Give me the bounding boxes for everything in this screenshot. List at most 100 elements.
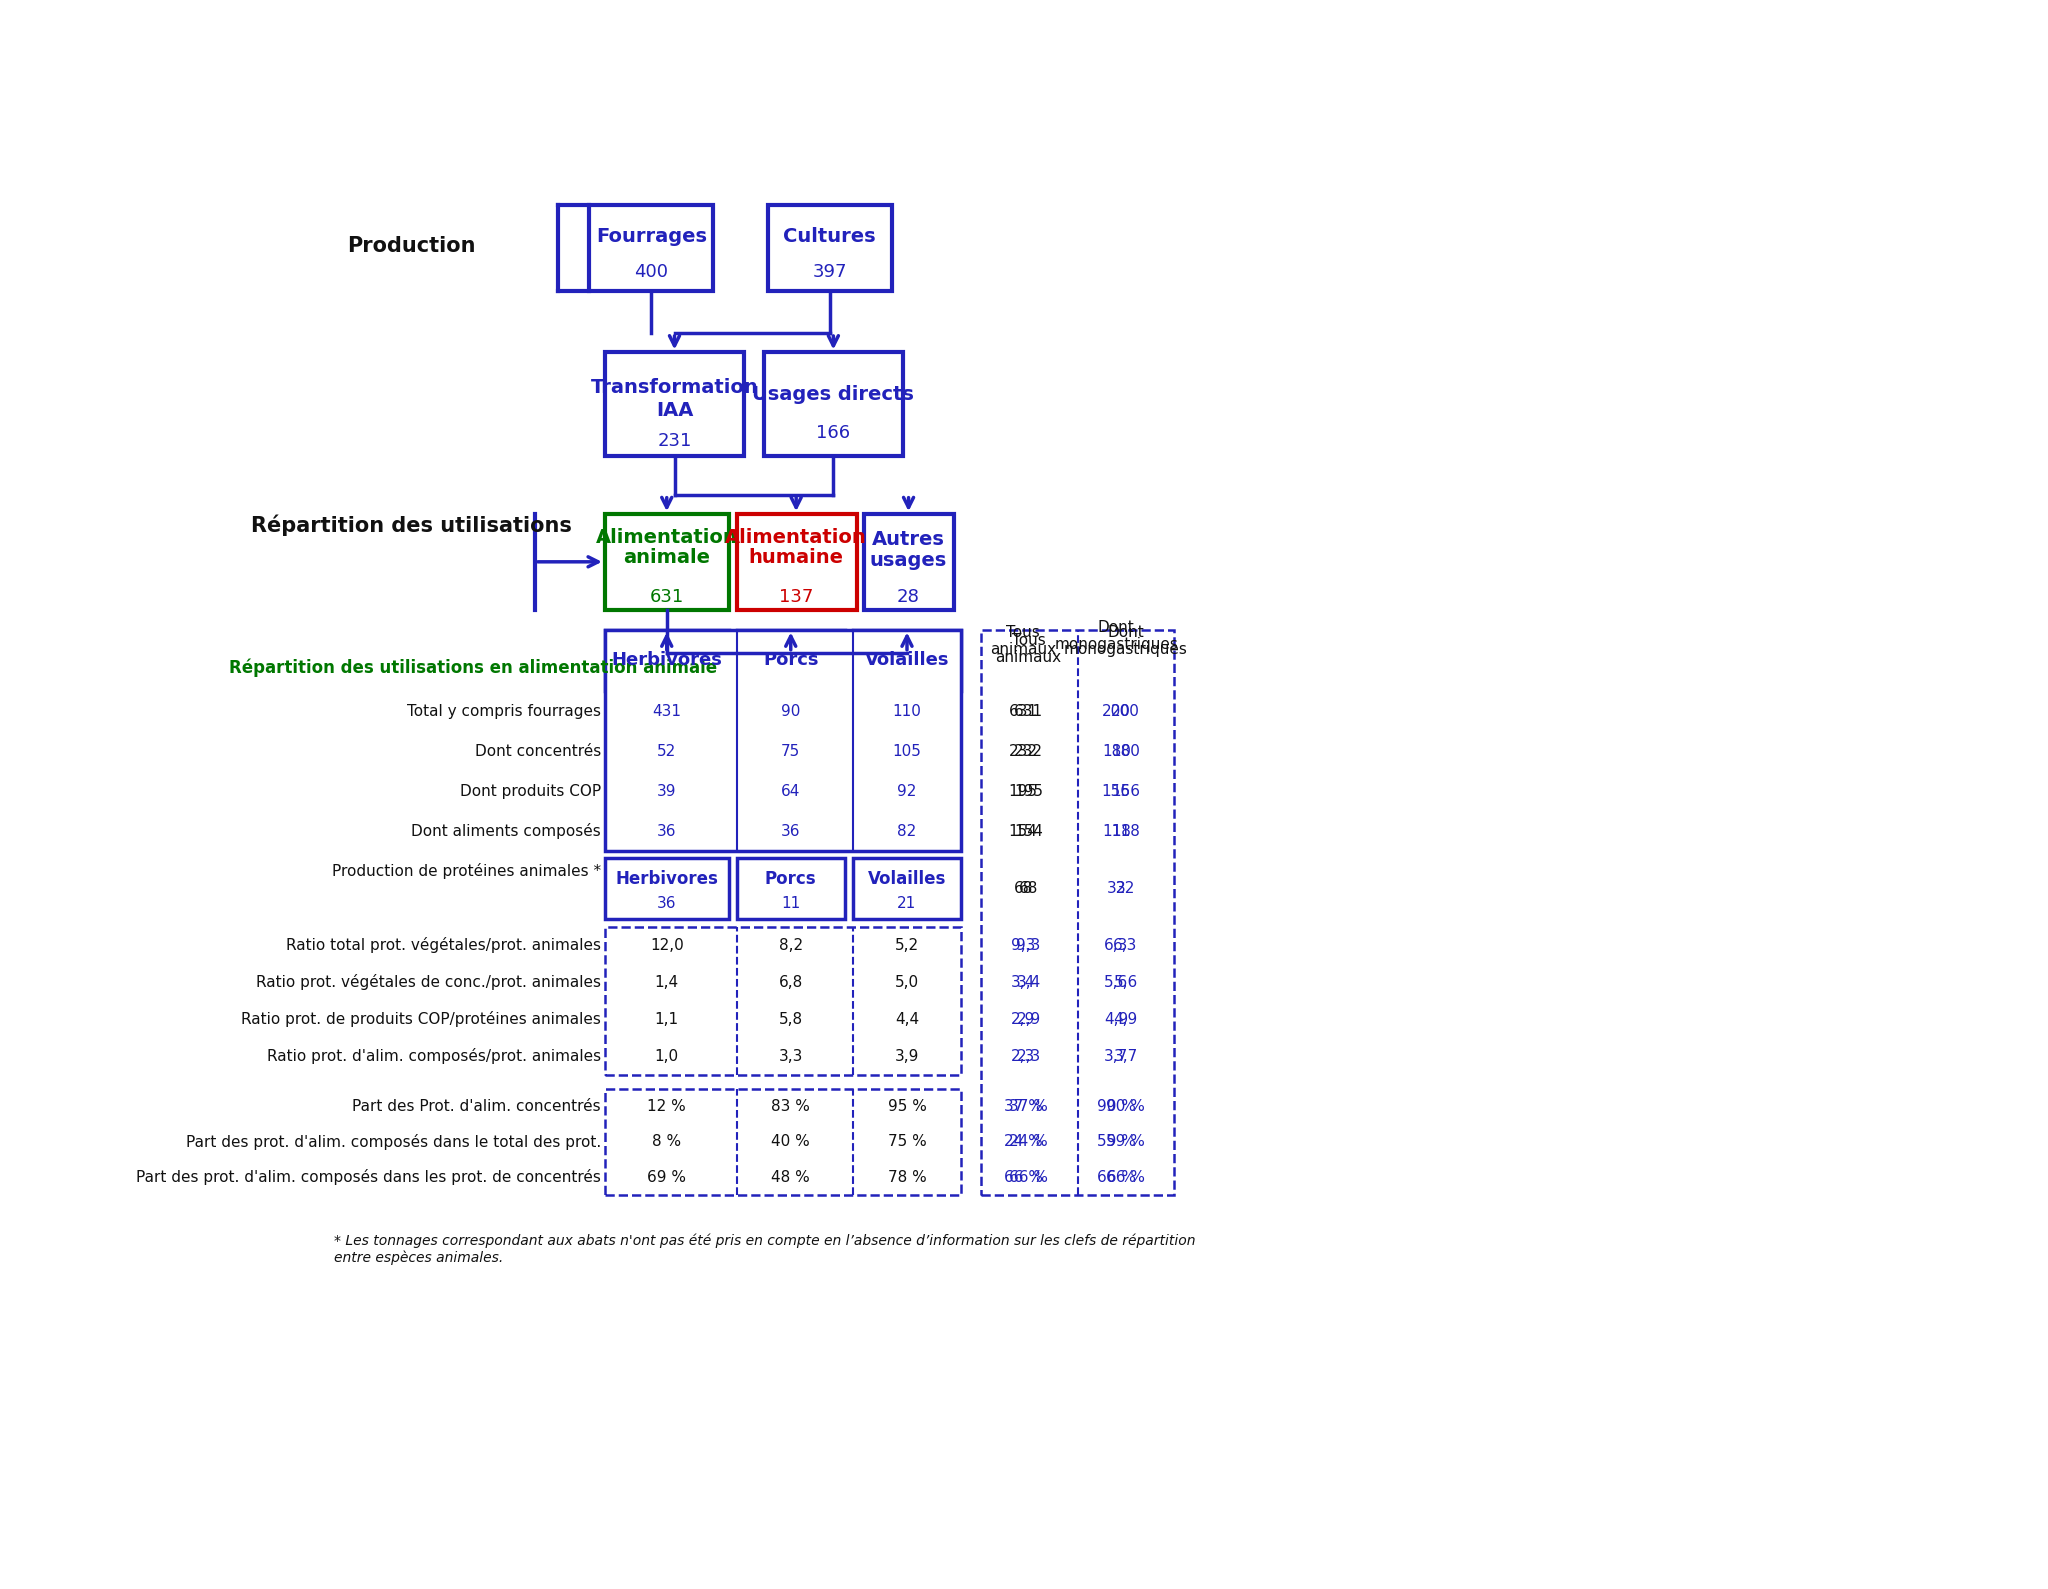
Text: 2,3: 2,3 bbox=[1016, 1049, 1040, 1063]
Text: 180: 180 bbox=[1112, 744, 1141, 758]
Text: 397: 397 bbox=[813, 262, 846, 281]
Text: usages: usages bbox=[870, 551, 946, 570]
Text: Ratio total prot. végétales/prot. animales: Ratio total prot. végétales/prot. animal… bbox=[287, 938, 600, 953]
Text: 431: 431 bbox=[651, 704, 682, 718]
Text: humaine: humaine bbox=[750, 548, 844, 567]
Bar bbox=[852, 858, 961, 918]
Text: 5,6: 5,6 bbox=[1104, 974, 1128, 990]
Text: Transformation: Transformation bbox=[590, 378, 758, 397]
Text: 2,9: 2,9 bbox=[1012, 1012, 1036, 1026]
Text: 66 %: 66 % bbox=[1004, 1170, 1042, 1184]
Text: Dont produits COP: Dont produits COP bbox=[459, 783, 600, 799]
Text: Part des Prot. d'alim. concentrés: Part des Prot. d'alim. concentrés bbox=[352, 1098, 600, 1114]
Text: Dont aliments composés: Dont aliments composés bbox=[412, 823, 600, 839]
Text: 6,8: 6,8 bbox=[778, 974, 803, 990]
Text: Herbivores: Herbivores bbox=[610, 650, 723, 669]
Bar bbox=[604, 353, 743, 456]
Text: 4,4: 4,4 bbox=[895, 1012, 920, 1026]
Text: 1,0: 1,0 bbox=[655, 1049, 678, 1063]
Text: 8,2: 8,2 bbox=[778, 938, 803, 953]
Text: Fourrages: Fourrages bbox=[596, 227, 707, 246]
Text: animale: animale bbox=[623, 548, 711, 567]
Text: 118: 118 bbox=[1102, 823, 1130, 839]
Text: 118: 118 bbox=[1112, 823, 1141, 839]
Text: Volailles: Volailles bbox=[868, 871, 946, 888]
Text: 90 %: 90 % bbox=[1106, 1098, 1145, 1114]
Text: 154: 154 bbox=[1014, 823, 1042, 839]
Text: 137: 137 bbox=[778, 588, 813, 607]
Text: 3,7: 3,7 bbox=[1104, 1049, 1128, 1063]
Text: 12 %: 12 % bbox=[647, 1098, 686, 1114]
Text: 24 %: 24 % bbox=[1004, 1135, 1042, 1149]
Text: 3,3: 3,3 bbox=[778, 1049, 803, 1063]
Text: 37 %: 37 % bbox=[1004, 1098, 1042, 1114]
Text: 2,9: 2,9 bbox=[1016, 1012, 1040, 1026]
Text: 82: 82 bbox=[897, 823, 918, 839]
Bar bbox=[737, 629, 846, 691]
Text: Porcs: Porcs bbox=[764, 650, 819, 669]
Text: Part des prot. d'alim. composés dans le total des prot.: Part des prot. d'alim. composés dans le … bbox=[186, 1133, 600, 1149]
Text: 36: 36 bbox=[780, 823, 801, 839]
Text: 39: 39 bbox=[657, 783, 676, 799]
Text: 9,3: 9,3 bbox=[1016, 938, 1040, 953]
Text: 83 %: 83 % bbox=[772, 1098, 811, 1114]
Text: Production: Production bbox=[346, 237, 475, 256]
Text: 195: 195 bbox=[1014, 783, 1042, 799]
Text: 156: 156 bbox=[1112, 783, 1141, 799]
Text: 90 %: 90 % bbox=[1098, 1098, 1137, 1114]
Text: Dont concentrés: Dont concentrés bbox=[475, 744, 600, 758]
Text: Volailles: Volailles bbox=[864, 650, 950, 669]
Text: 110: 110 bbox=[893, 704, 922, 718]
Text: Autres: Autres bbox=[872, 531, 944, 548]
Text: 48 %: 48 % bbox=[772, 1170, 811, 1184]
Text: 3,4: 3,4 bbox=[1016, 974, 1040, 990]
Bar bbox=[604, 1088, 961, 1195]
Bar bbox=[604, 858, 729, 918]
Text: 78 %: 78 % bbox=[887, 1170, 926, 1184]
Text: 59 %: 59 % bbox=[1098, 1135, 1137, 1149]
Text: Usages directs: Usages directs bbox=[752, 385, 913, 404]
Bar bbox=[590, 205, 713, 291]
Text: 64: 64 bbox=[780, 783, 801, 799]
Text: 66 %: 66 % bbox=[1106, 1170, 1145, 1184]
Text: Cultures: Cultures bbox=[782, 227, 877, 246]
Text: 12,0: 12,0 bbox=[649, 938, 684, 953]
Text: 9,3: 9,3 bbox=[1012, 938, 1036, 953]
Text: * Les tonnages correspondant aux abats n'ont pas été pris en compte en l’absence: * Les tonnages correspondant aux abats n… bbox=[334, 1233, 1194, 1265]
Text: 90: 90 bbox=[780, 704, 801, 718]
Text: 231: 231 bbox=[657, 432, 692, 450]
Text: 40 %: 40 % bbox=[772, 1135, 811, 1149]
Text: Production de protéines animales *: Production de protéines animales * bbox=[332, 863, 600, 879]
Text: 92: 92 bbox=[897, 783, 918, 799]
Bar bbox=[604, 515, 729, 610]
Text: Total y compris fourrages: Total y compris fourrages bbox=[408, 704, 600, 718]
Text: 1,4: 1,4 bbox=[655, 974, 678, 990]
Text: 156: 156 bbox=[1102, 783, 1130, 799]
Text: 36: 36 bbox=[657, 896, 676, 910]
Text: 69 %: 69 % bbox=[647, 1170, 686, 1184]
Text: 4,9: 4,9 bbox=[1104, 1012, 1128, 1026]
Text: Tous
animaux: Tous animaux bbox=[995, 632, 1061, 666]
Text: 52: 52 bbox=[657, 744, 676, 758]
Text: 631: 631 bbox=[1010, 704, 1038, 718]
Text: 180: 180 bbox=[1102, 744, 1130, 758]
Text: 21: 21 bbox=[897, 896, 918, 910]
Text: 75: 75 bbox=[780, 744, 801, 758]
Text: 37 %: 37 % bbox=[1010, 1098, 1049, 1114]
Text: Ratio prot. végétales de conc./prot. animales: Ratio prot. végétales de conc./prot. ani… bbox=[256, 974, 600, 990]
Text: 631: 631 bbox=[649, 588, 684, 607]
Text: 28: 28 bbox=[897, 588, 920, 607]
Text: 195: 195 bbox=[1010, 783, 1038, 799]
Text: 166: 166 bbox=[817, 424, 850, 442]
Text: 36: 36 bbox=[657, 823, 676, 839]
Text: Part des prot. d'alim. composés dans les prot. de concentrés: Part des prot. d'alim. composés dans les… bbox=[135, 1170, 600, 1185]
Bar bbox=[604, 629, 729, 691]
Text: 5,0: 5,0 bbox=[895, 974, 920, 990]
Text: Ratio prot. d'alim. composés/prot. animales: Ratio prot. d'alim. composés/prot. anima… bbox=[266, 1049, 600, 1065]
Text: 5,6: 5,6 bbox=[1114, 974, 1139, 990]
Text: 66 %: 66 % bbox=[1010, 1170, 1049, 1184]
Text: 68: 68 bbox=[1014, 880, 1032, 896]
Text: Répartition des utilisations: Répartition des utilisations bbox=[250, 515, 571, 537]
Text: Dont
monogastriques: Dont monogastriques bbox=[1055, 620, 1178, 651]
Text: 400: 400 bbox=[635, 262, 668, 281]
